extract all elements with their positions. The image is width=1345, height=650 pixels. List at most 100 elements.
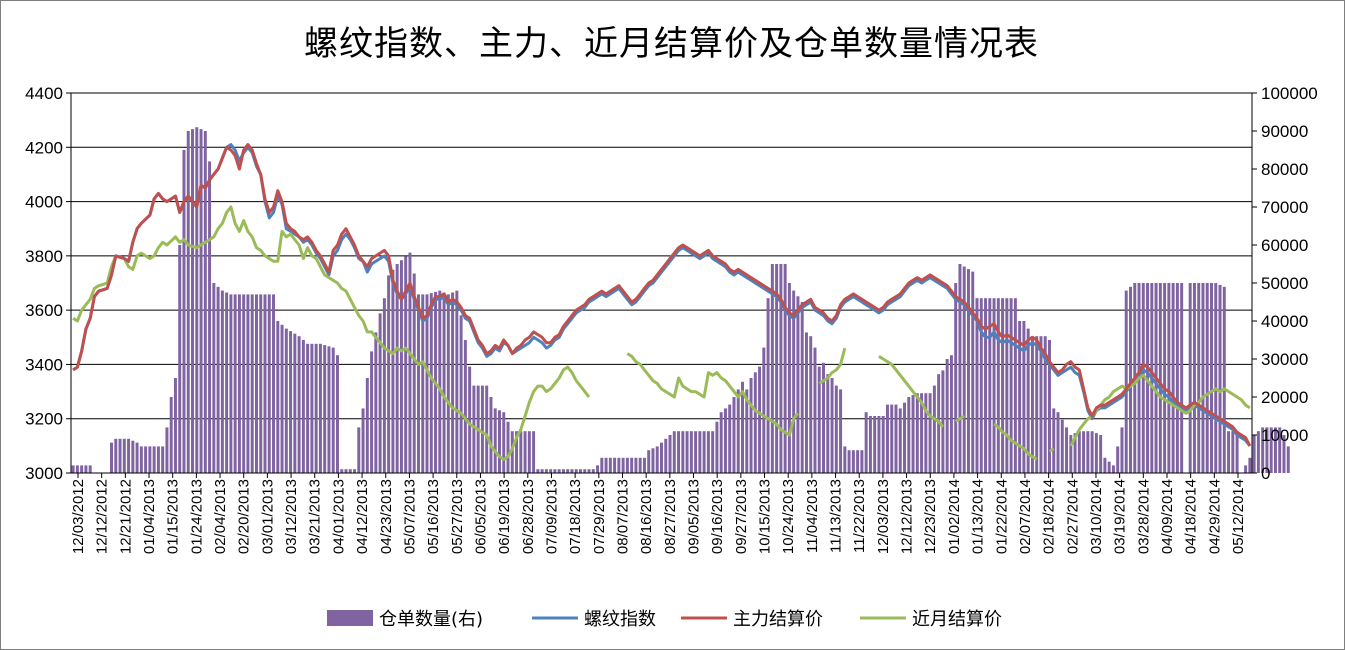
warrant-bar [907, 397, 911, 473]
near-month-series-line [1048, 447, 1055, 453]
warrant-bar [557, 469, 561, 473]
warrant-bar [1047, 340, 1051, 473]
x-tick-label: 03/28/2014 [1135, 479, 1152, 554]
warrant-bar [314, 343, 318, 473]
warrant-bar [728, 404, 732, 473]
legend-item: 仓单数量(右) [327, 609, 483, 630]
warrant-bar [416, 294, 420, 473]
x-tick-label: 10/24/2013 [780, 479, 797, 554]
warrant-bar [532, 431, 536, 473]
warrant-bar [758, 366, 762, 473]
warrant-bar [429, 293, 433, 473]
warrant-bar [570, 469, 574, 473]
x-tick-label: 11/22/2013 [851, 479, 868, 553]
x-tick-label: 02/20/2013 [236, 479, 253, 554]
legend-swatch-bar [327, 610, 373, 626]
x-tick-label: 09/16/2013 [709, 479, 726, 554]
x-tick-label: 11/04/2013 [804, 479, 821, 553]
warrant-bar [425, 294, 429, 473]
warrant-bar [945, 359, 949, 473]
x-tick-label: 01/15/2013 [165, 479, 182, 554]
x-tick-label: 03/01/2013 [259, 479, 276, 554]
warrant-bar [1120, 427, 1124, 473]
warrant-bar [1231, 431, 1235, 473]
warrant-bar [915, 393, 919, 473]
warrant-bar [1060, 419, 1064, 473]
warrant-bar [813, 347, 817, 473]
warrant-bar [1090, 431, 1094, 473]
warrant-bar [173, 378, 177, 473]
warrant-bar [1005, 298, 1009, 473]
warrant-bar [847, 450, 851, 473]
warrant-bar [497, 410, 501, 473]
warrant-bar [779, 264, 783, 473]
warrant-bar [284, 328, 288, 473]
x-tick-label: 08/16/2013 [638, 479, 655, 554]
warrant-bar [979, 298, 983, 473]
warrant-bar [540, 469, 544, 473]
warrant-bar [451, 292, 455, 473]
warrant-bar [706, 431, 710, 473]
warrant-bar [250, 294, 254, 473]
warrant-bar [1261, 427, 1265, 473]
near-month-series-line [818, 347, 847, 385]
warrant-bar [775, 264, 779, 473]
warrant-bar [911, 395, 915, 473]
x-tick-label: 04/18/2014 [1183, 479, 1200, 554]
warrant-bar [962, 266, 966, 473]
warrant-bar [1018, 321, 1022, 473]
warrant-bar [715, 421, 719, 473]
warrant-bar [310, 343, 314, 473]
warrant-bar [634, 457, 638, 473]
x-tick-label: 11/13/2013 [828, 479, 845, 553]
warrant-bar [1286, 446, 1290, 473]
legend-label: 主力结算价 [733, 609, 823, 630]
warrant-bar [804, 332, 808, 473]
x-tick-label: 05/27/2013 [449, 479, 466, 554]
warrant-bar [1086, 431, 1090, 473]
warrant-bar [826, 374, 830, 473]
warrant-bar [1222, 286, 1226, 473]
legend-label: 仓单数量(右) [379, 609, 483, 630]
warrant-bar [877, 416, 881, 473]
warrant-bar [335, 355, 339, 473]
x-tick-label: 05/16/2013 [425, 479, 442, 554]
warrant-bar [114, 438, 118, 473]
warrant-bar [259, 294, 263, 473]
warrant-bar [677, 431, 681, 473]
warrant-bar [1171, 283, 1175, 473]
warrant-bar [1073, 433, 1077, 473]
warrant-bar [536, 469, 540, 473]
warrant-bar [442, 292, 446, 473]
warrant-bar [421, 294, 425, 473]
x-tick-label: 02/07/2014 [1017, 479, 1034, 554]
x-tick-label: 01/04/2013 [141, 479, 158, 554]
warrant-bar [370, 351, 374, 473]
warrant-bar [642, 457, 646, 473]
warrant-bar [463, 340, 467, 473]
warrant-bar [515, 431, 519, 473]
warrant-bar [1205, 283, 1209, 473]
warrant-bar [1043, 336, 1047, 473]
warrant-bar [625, 457, 629, 473]
warrant-bar [485, 385, 489, 473]
warrant-bar [84, 465, 88, 473]
warrant-bar [954, 283, 958, 473]
warrant-bar [766, 298, 770, 473]
warrant-bar [928, 393, 932, 473]
warrant-bar [1009, 298, 1013, 473]
x-tick-label: 10/15/2013 [757, 479, 774, 554]
warrant-bar [289, 331, 293, 473]
warrant-bar [932, 385, 936, 473]
warrant-bar [523, 431, 527, 473]
warrant-bar [1175, 283, 1179, 473]
x-tick-label: 03/21/2013 [307, 479, 324, 554]
warrant-bar [753, 372, 757, 473]
warrant-bar [280, 324, 284, 473]
warrant-bar [459, 315, 463, 473]
warrant-bar [438, 290, 442, 473]
y-right-tick-label: 10000 [1261, 426, 1308, 445]
warrant-bar [365, 378, 369, 473]
warrant-bar [856, 450, 860, 473]
near-month-series-line [993, 422, 1038, 461]
